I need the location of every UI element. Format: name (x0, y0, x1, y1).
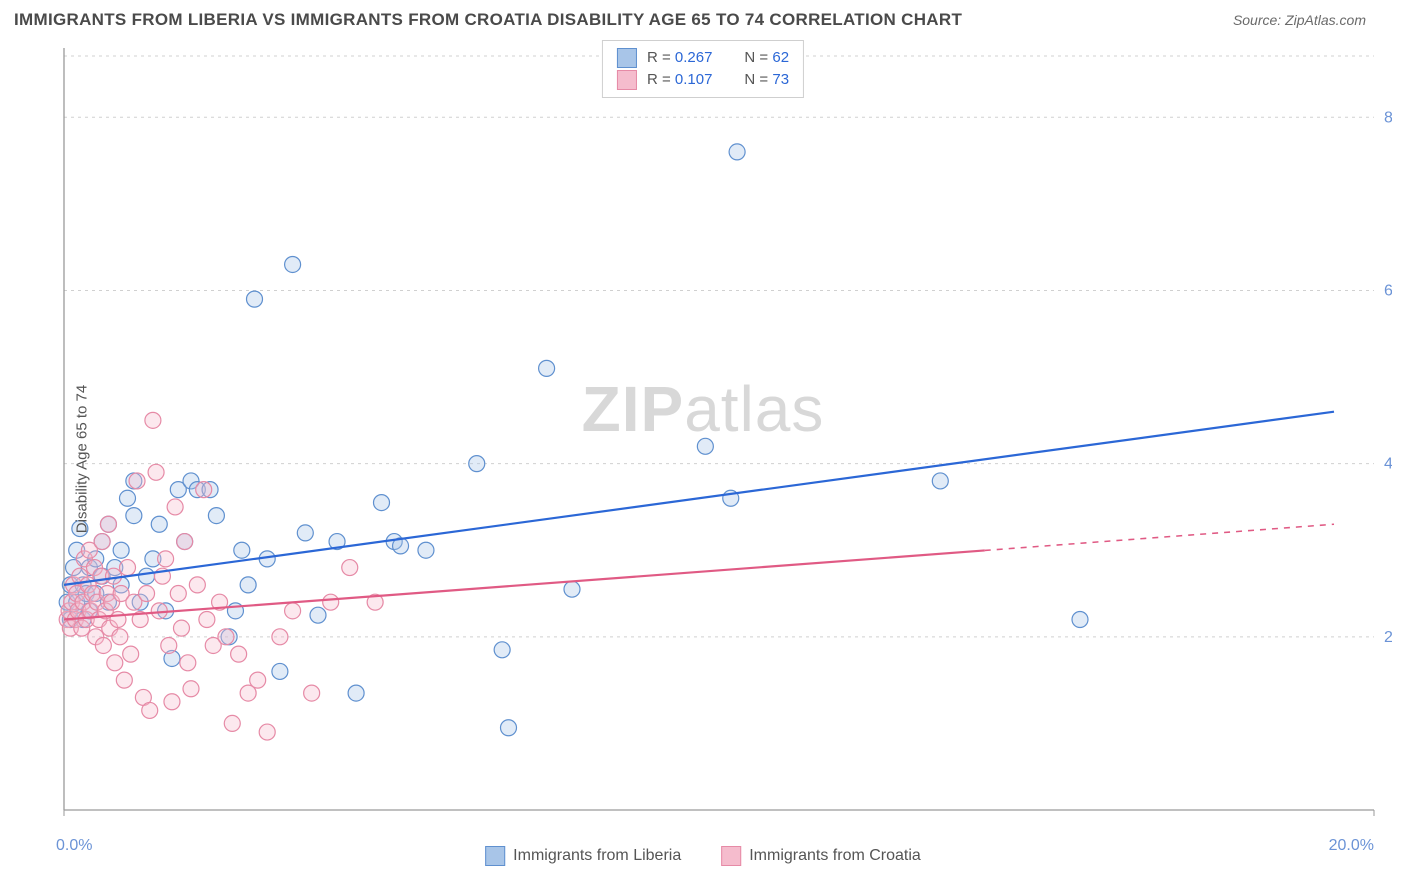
data-point (259, 724, 275, 740)
data-point (196, 482, 212, 498)
data-point (418, 542, 434, 558)
x-tick-label: 0.0% (56, 837, 92, 854)
data-point (342, 560, 358, 576)
legend-swatch (617, 48, 637, 68)
data-point (158, 551, 174, 567)
data-point (95, 637, 111, 653)
regression-line-dashed (985, 524, 1334, 550)
scatter-chart: 20.0% 40.0% 60.0% 80.0% 0.0% 20.0% (14, 40, 1392, 878)
chart-container: Disability Age 65 to 74 ZIPatlas R = 0.2… (14, 40, 1392, 878)
data-point (120, 490, 136, 506)
legend-row: R = 0.267 N = 62 (617, 47, 789, 69)
source-label: Source: ZipAtlas.com (1233, 12, 1366, 28)
data-point (374, 495, 390, 511)
legend-label: Immigrants from Croatia (749, 847, 921, 865)
data-point (218, 629, 234, 645)
data-point (170, 586, 186, 602)
legend-r-label: R = 0.107 (647, 69, 712, 91)
data-point (167, 499, 183, 515)
data-point (180, 655, 196, 671)
legend-row: R = 0.107 N = 73 (617, 69, 789, 91)
data-point (129, 473, 145, 489)
data-point (116, 672, 132, 688)
data-point (199, 612, 215, 628)
data-point (94, 534, 110, 550)
data-point (932, 473, 948, 489)
data-point (142, 702, 158, 718)
legend-label: Immigrants from Liberia (513, 847, 681, 865)
y-tick-label: 40.0% (1384, 456, 1392, 473)
data-point (148, 464, 164, 480)
data-point (469, 456, 485, 472)
data-point (501, 720, 517, 736)
y-tick-label: 60.0% (1384, 282, 1392, 299)
data-point (177, 534, 193, 550)
data-point (164, 694, 180, 710)
data-point (564, 581, 580, 597)
data-point (304, 685, 320, 701)
data-point (126, 508, 142, 524)
legend-n-label: N = 62 (744, 47, 789, 69)
data-point (297, 525, 313, 541)
data-point (247, 291, 263, 307)
data-point (224, 715, 240, 731)
y-axis-label: Disability Age 65 to 74 (74, 385, 91, 533)
data-point (106, 568, 122, 584)
legend-r-label: R = 0.267 (647, 47, 712, 69)
data-point (272, 663, 288, 679)
data-point (285, 603, 301, 619)
data-point (151, 516, 167, 532)
series-legend: Immigrants from Liberia Immigrants from C… (485, 846, 921, 866)
data-point (112, 629, 128, 645)
data-point (231, 646, 247, 662)
data-point (123, 646, 139, 662)
data-point (539, 360, 555, 376)
data-point (120, 560, 136, 576)
data-point (494, 642, 510, 658)
legend-swatch (617, 70, 637, 90)
y-tick-label: 20.0% (1384, 629, 1392, 646)
correlation-legend: R = 0.267 N = 62 R = 0.107 N = 73 (602, 40, 804, 98)
data-point (183, 681, 199, 697)
data-point (310, 607, 326, 623)
legend-item: Immigrants from Croatia (721, 846, 921, 866)
data-point (145, 412, 161, 428)
data-point (323, 594, 339, 610)
legend-n-label: N = 73 (744, 69, 789, 91)
data-point (272, 629, 288, 645)
data-point (208, 508, 224, 524)
legend-swatch (721, 846, 741, 866)
x-tick-label: 20.0% (1329, 837, 1374, 854)
data-point (348, 685, 364, 701)
data-point (234, 542, 250, 558)
data-point (139, 568, 155, 584)
data-point (240, 577, 256, 593)
y-tick-label: 80.0% (1384, 109, 1392, 126)
data-point (161, 637, 177, 653)
data-point (100, 516, 116, 532)
data-point (110, 612, 126, 628)
data-point (113, 542, 129, 558)
data-point (173, 620, 189, 636)
data-point (189, 577, 205, 593)
data-point (139, 586, 155, 602)
data-point (107, 655, 123, 671)
data-point (697, 438, 713, 454)
chart-title: IMMIGRANTS FROM LIBERIA VS IMMIGRANTS FR… (14, 10, 962, 30)
data-point (729, 144, 745, 160)
data-point (250, 672, 266, 688)
regression-line (64, 412, 1334, 585)
data-point (285, 256, 301, 272)
legend-item: Immigrants from Liberia (485, 846, 681, 866)
data-point (1072, 612, 1088, 628)
legend-swatch (485, 846, 505, 866)
